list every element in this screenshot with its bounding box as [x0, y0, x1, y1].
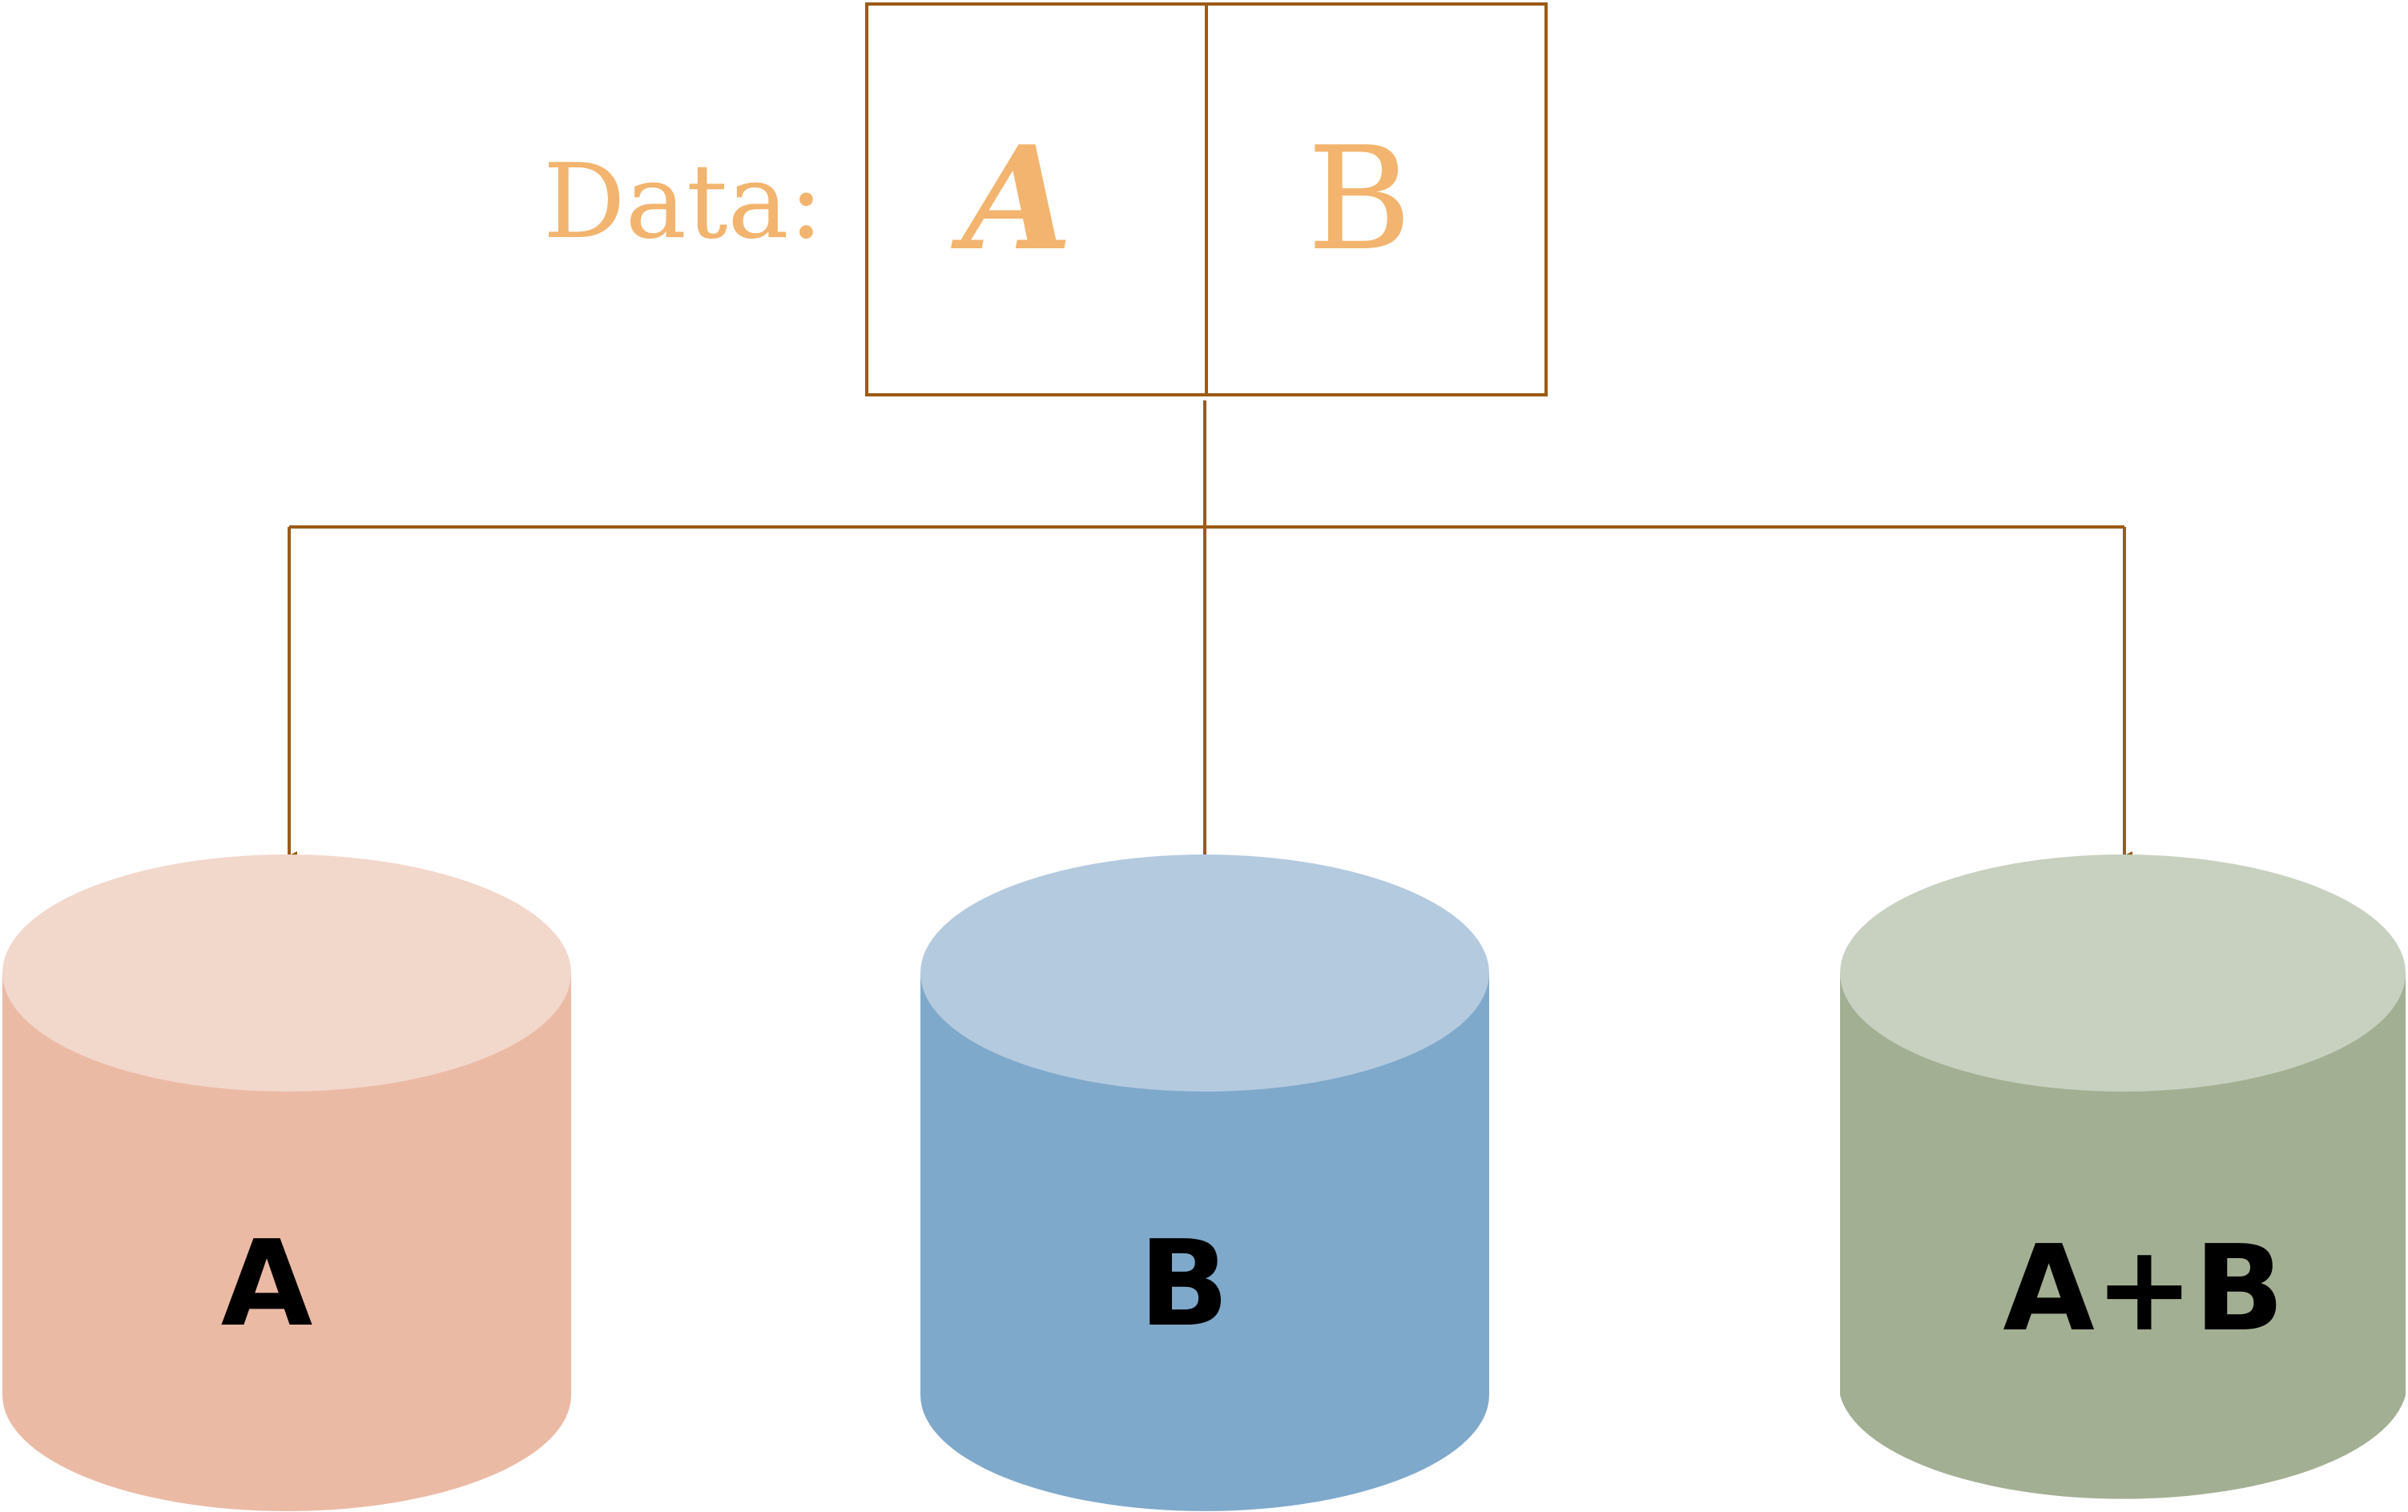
database-a: A: [2, 855, 571, 1511]
database-a-plus-b-label: A+B: [2003, 1220, 2284, 1357]
database-a-label: A: [221, 1215, 313, 1353]
database-b-label: B: [1139, 1215, 1230, 1353]
database-a-plus-b: A+B: [1840, 855, 2406, 1499]
database-b-body: [920, 973, 1489, 1511]
field-b-label: B: [1307, 116, 1412, 282]
database-a-plus-b-body: [1840, 973, 2406, 1499]
data-record: A B: [865, 2, 1548, 396]
database-a-top: [2, 855, 571, 1092]
database-b: B: [920, 855, 1489, 1511]
connectors: [288, 400, 2132, 859]
database-a-body: [2, 973, 571, 1511]
data-label: Data:: [543, 143, 823, 262]
database-b-top: [920, 855, 1489, 1092]
field-a-label: A: [951, 115, 1073, 282]
database-a-plus-b-top: [1840, 855, 2406, 1092]
